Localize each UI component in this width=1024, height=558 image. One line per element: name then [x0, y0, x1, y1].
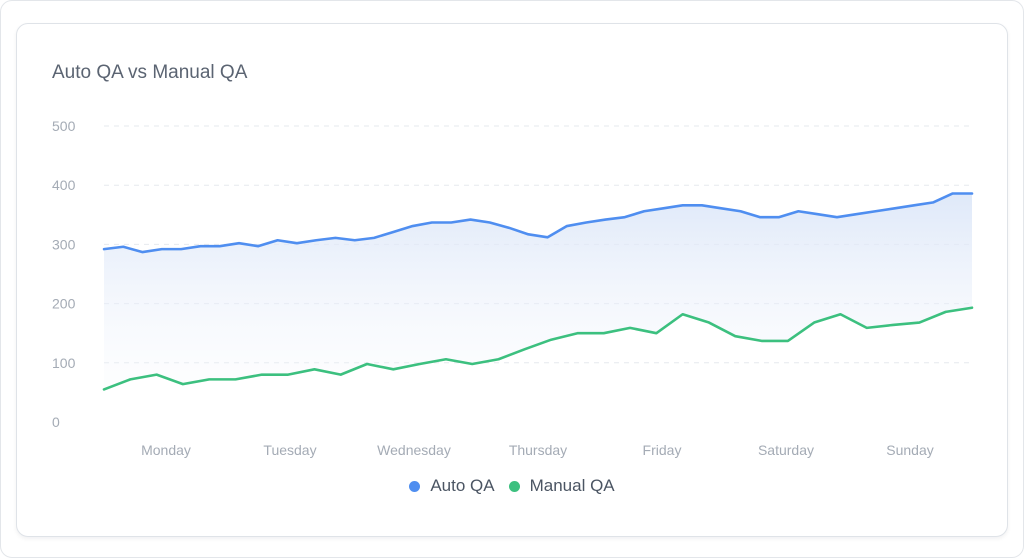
series-gap-area [104, 193, 972, 390]
legend-label-manual-qa: Manual QA [529, 476, 615, 495]
y-tick-label: 0 [52, 414, 60, 430]
series-line-manual-qa [102, 306, 974, 391]
chart-svg: 0 100 200 300 400 500 Monday Tuesday Wednesday Th… [52, 118, 974, 458]
legend-item-manual-qa[interactable]: Manual QA [508, 476, 615, 496]
y-tick-label: 200 [52, 296, 76, 312]
y-tick-label: 400 [52, 177, 76, 193]
x-tick-label: Tuesday [263, 442, 316, 458]
legend-label-auto-qa: Auto QA [430, 476, 495, 495]
legend-dot-auto-qa [409, 480, 421, 492]
chart-card: Auto QA vs Manual QA 0 100 200 300 400 500 Mon… [16, 23, 1008, 537]
y-tick-label: 500 [52, 118, 76, 134]
series-line-auto-qa [102, 192, 974, 254]
x-tick-label: Friday [643, 442, 682, 458]
legend-dot-manual-qa [508, 480, 520, 492]
legend-item-auto-qa[interactable]: Auto QA [409, 476, 495, 496]
chart-title: Auto QA vs Manual QA [52, 62, 248, 83]
y-tick-label: 300 [52, 236, 76, 252]
x-tick-label: Thursday [509, 442, 567, 458]
x-tick-label: Sunday [886, 442, 933, 458]
legend: Auto QA Manual QA [17, 476, 1007, 496]
x-tick-label: Wednesday [377, 442, 451, 458]
x-tick-label: Saturday [758, 442, 814, 458]
x-tick-label: Monday [141, 442, 191, 458]
y-tick-label: 100 [52, 355, 76, 371]
